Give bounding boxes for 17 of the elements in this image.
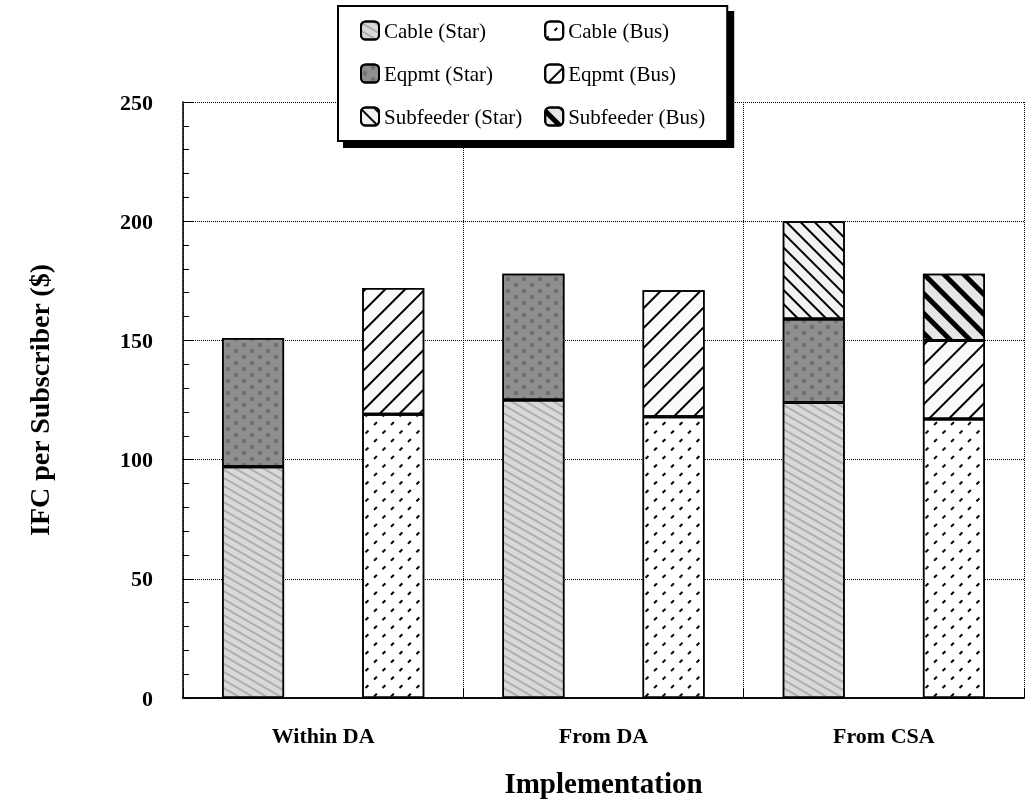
legend-label: Subfeeder (Star) — [384, 104, 523, 129]
x-tick-label: Within DA — [271, 722, 375, 748]
legend-label: Eqpmt (Star) — [384, 61, 494, 86]
y-axis-title: IFC per Subscriber ($) — [23, 264, 55, 536]
y-tick-label: 200 — [120, 208, 153, 234]
y-tick-label: 250 — [120, 89, 153, 115]
y-tick-label: 0 — [142, 685, 153, 711]
y-tick-label: 150 — [120, 327, 153, 353]
legend-label: Cable (Bus) — [568, 18, 670, 43]
legend-label: Cable (Star) — [384, 18, 487, 43]
x-axis-title: Implementation — [504, 766, 703, 799]
legend-label: Subfeeder (Bus) — [568, 104, 706, 129]
x-tick-label: From CSA — [833, 722, 935, 748]
y-tick-label: 100 — [120, 447, 153, 473]
x-tick-label: From DA — [558, 722, 649, 748]
y-tick-label: 50 — [131, 566, 153, 592]
legend-label: Eqpmt (Bus) — [568, 61, 677, 86]
